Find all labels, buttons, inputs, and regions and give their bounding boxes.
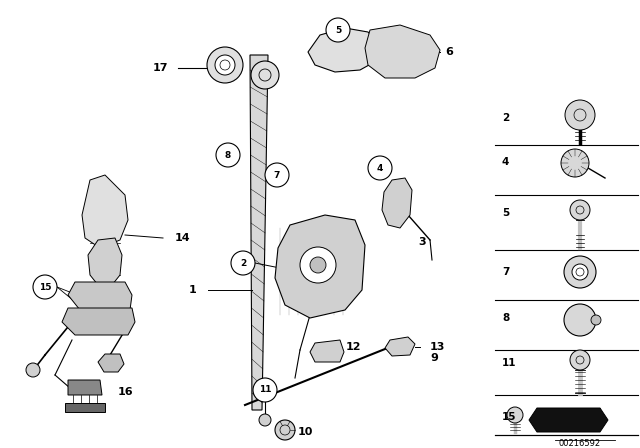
Polygon shape <box>82 175 128 248</box>
Polygon shape <box>310 340 344 362</box>
Polygon shape <box>382 178 412 228</box>
Text: 14: 14 <box>175 233 191 243</box>
Polygon shape <box>250 55 268 410</box>
Circle shape <box>259 414 271 426</box>
Text: 6: 6 <box>445 47 453 57</box>
Text: 4: 4 <box>377 164 383 172</box>
Polygon shape <box>68 282 132 310</box>
Circle shape <box>253 378 277 402</box>
Text: 11: 11 <box>502 358 516 368</box>
Text: 5: 5 <box>335 26 341 34</box>
Text: 10: 10 <box>298 427 314 437</box>
Circle shape <box>561 149 589 177</box>
Text: 7: 7 <box>502 267 509 277</box>
Text: 11: 11 <box>259 385 271 395</box>
Text: 00216592: 00216592 <box>559 439 601 448</box>
Polygon shape <box>385 337 415 356</box>
Circle shape <box>207 47 243 83</box>
Polygon shape <box>65 403 105 412</box>
Circle shape <box>265 163 289 187</box>
Circle shape <box>326 18 350 42</box>
Text: 7: 7 <box>274 171 280 180</box>
Text: 12: 12 <box>346 342 362 352</box>
Text: 17: 17 <box>152 63 168 73</box>
Circle shape <box>216 143 240 167</box>
Text: 9: 9 <box>430 353 438 363</box>
Circle shape <box>275 420 295 440</box>
Text: 16: 16 <box>118 387 134 397</box>
Text: 15: 15 <box>502 412 516 422</box>
Polygon shape <box>275 215 365 318</box>
Text: 5: 5 <box>502 208 509 218</box>
Polygon shape <box>308 28 380 72</box>
Circle shape <box>564 256 596 288</box>
Text: 15: 15 <box>39 283 51 292</box>
Polygon shape <box>62 308 135 335</box>
Circle shape <box>570 350 590 370</box>
Circle shape <box>572 264 588 280</box>
Circle shape <box>33 275 57 299</box>
Circle shape <box>570 200 590 220</box>
Circle shape <box>565 100 595 130</box>
Polygon shape <box>68 380 102 395</box>
Circle shape <box>26 363 40 377</box>
Polygon shape <box>365 25 440 78</box>
Polygon shape <box>98 354 124 372</box>
Text: 3: 3 <box>418 237 426 247</box>
Text: 8: 8 <box>502 313 509 323</box>
Polygon shape <box>529 408 608 432</box>
Text: 1: 1 <box>188 285 196 295</box>
Circle shape <box>507 407 523 423</box>
Text: 4: 4 <box>502 157 509 167</box>
Circle shape <box>564 304 596 336</box>
Circle shape <box>310 257 326 273</box>
Circle shape <box>231 251 255 275</box>
Text: 2: 2 <box>240 258 246 267</box>
Circle shape <box>215 55 235 75</box>
Circle shape <box>591 315 601 325</box>
Text: 8: 8 <box>225 151 231 159</box>
Circle shape <box>251 61 279 89</box>
Circle shape <box>368 156 392 180</box>
Circle shape <box>300 247 336 283</box>
Text: 2: 2 <box>502 113 509 123</box>
Polygon shape <box>88 238 122 285</box>
Text: 13: 13 <box>430 342 445 352</box>
